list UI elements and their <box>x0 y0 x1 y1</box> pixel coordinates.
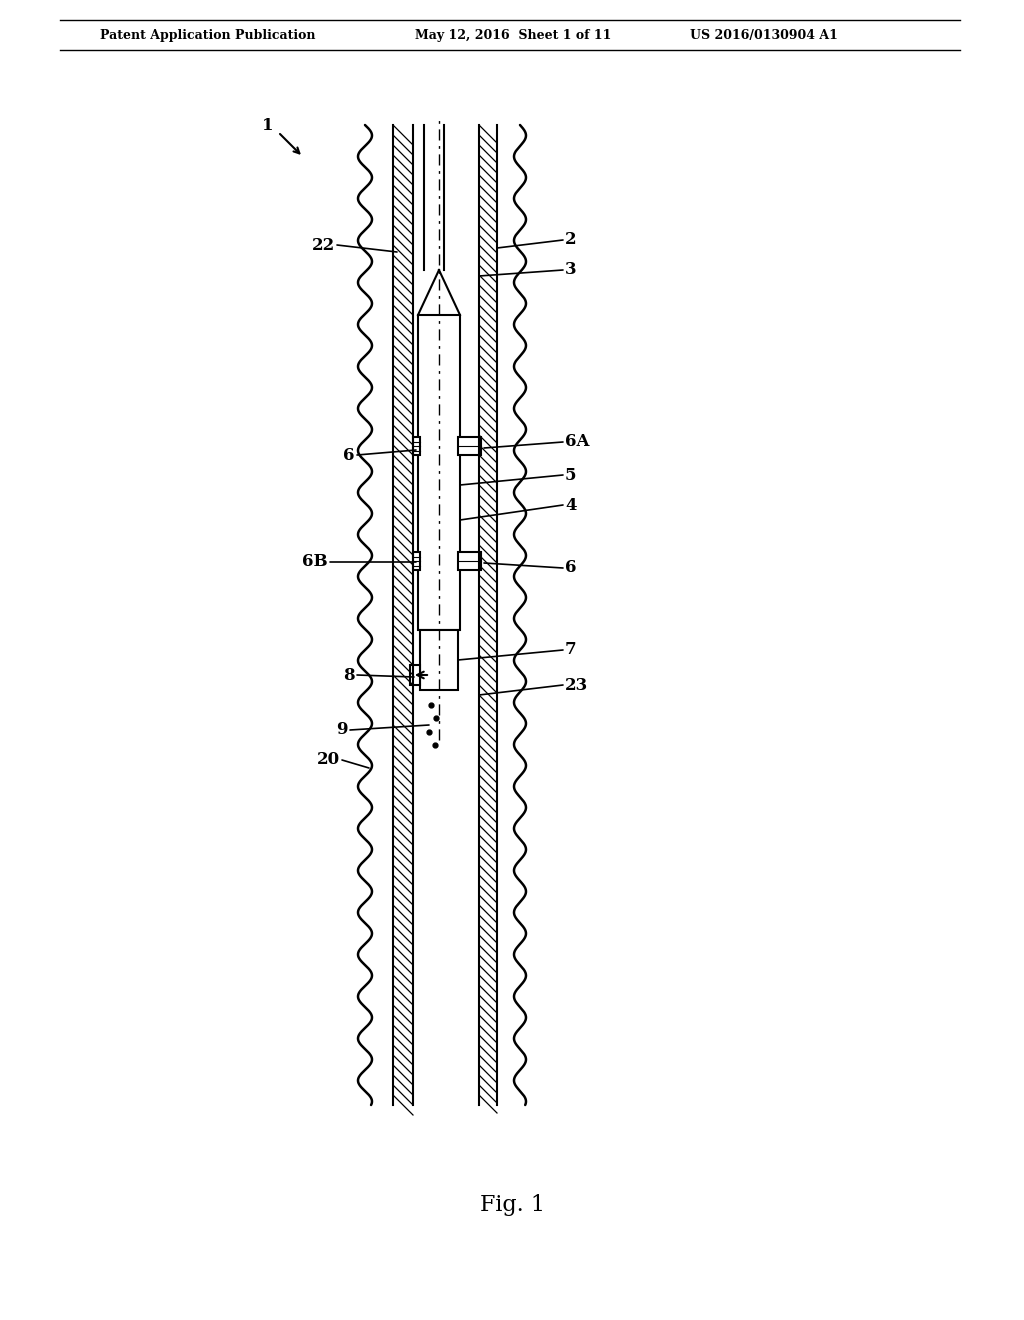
Text: Patent Application Publication: Patent Application Publication <box>100 29 315 41</box>
Bar <box>418 315 460 630</box>
Text: US 2016/0130904 A1: US 2016/0130904 A1 <box>690 29 838 41</box>
Bar <box>458 437 481 455</box>
Bar <box>413 437 420 455</box>
Bar <box>420 630 458 690</box>
Text: 7: 7 <box>565 642 577 659</box>
Text: 6A: 6A <box>565 433 590 450</box>
Text: 3: 3 <box>565 261 577 279</box>
Text: 2: 2 <box>565 231 577 248</box>
Text: May 12, 2016  Sheet 1 of 11: May 12, 2016 Sheet 1 of 11 <box>415 29 611 41</box>
Bar <box>458 552 481 570</box>
Text: 6: 6 <box>343 446 355 463</box>
Bar <box>410 665 420 685</box>
Text: 8: 8 <box>343 667 355 684</box>
Text: Fig. 1: Fig. 1 <box>479 1195 545 1216</box>
Bar <box>413 552 420 570</box>
Text: 20: 20 <box>316 751 340 768</box>
Text: 9: 9 <box>337 722 348 738</box>
Text: 6: 6 <box>565 560 577 577</box>
Text: 6B: 6B <box>302 553 328 570</box>
Text: 5: 5 <box>565 466 577 483</box>
Text: 1: 1 <box>262 116 273 133</box>
Text: 4: 4 <box>565 496 577 513</box>
Text: 22: 22 <box>311 236 335 253</box>
Text: 23: 23 <box>565 676 588 693</box>
